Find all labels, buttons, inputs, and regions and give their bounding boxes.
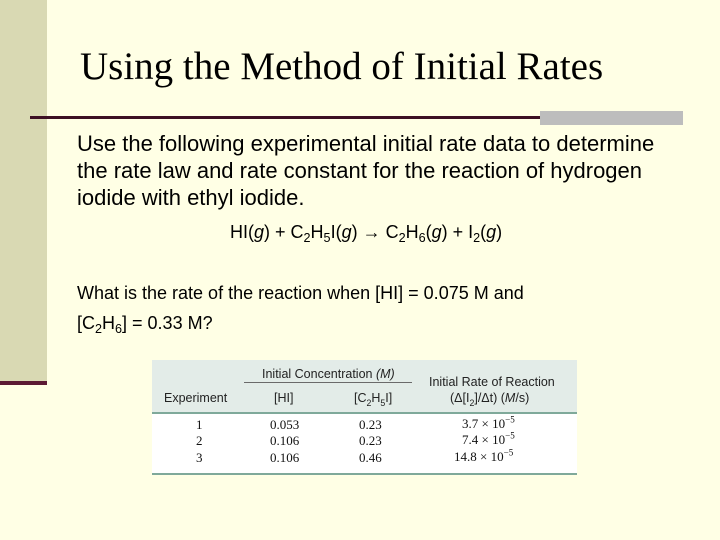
- table-cell-rate: 14.8 × 10−5: [454, 447, 514, 464]
- header-hi: [HI]: [274, 391, 294, 405]
- header-initial-rate-unit: (Δ[I2]/Δt) (M/s): [450, 391, 530, 408]
- table-cell-c2h5i: 0.23: [359, 433, 382, 448]
- table-cell-experiment: 3: [196, 450, 203, 465]
- table-cell-hi: 0.106: [270, 433, 300, 448]
- initial-rate-table: Initial Concentration (M) Initial Rate o…: [152, 360, 577, 475]
- table-cell-rate: 3.7 × 10−5: [462, 414, 515, 431]
- group-header-concentration: Initial Concentration (M): [262, 367, 395, 381]
- table-cell-c2h5i: 0.46: [359, 450, 382, 465]
- header-initial-rate: Initial Rate of Reaction: [429, 375, 555, 389]
- table-cell-experiment: 2: [196, 433, 203, 448]
- table-cell-experiment: 1: [196, 417, 203, 432]
- header-experiment: Experiment: [164, 391, 228, 405]
- group-header-rule: [244, 382, 412, 383]
- reaction-equation: HI(g) + C2H5I(g) → C2H6(g) + I2(g): [230, 222, 503, 245]
- table-cell-hi: 0.106: [270, 450, 300, 465]
- table-header-rule: [152, 412, 577, 414]
- table-cell-c2h5i: 0.23: [359, 417, 382, 432]
- header-c2h5i: [C2H5I]: [354, 391, 393, 408]
- left-accent-bar: [0, 0, 47, 383]
- table-header-background: [152, 360, 577, 413]
- title-rule: [30, 116, 540, 119]
- slide-title: Using the Method of Initial Rates: [80, 45, 604, 88]
- table-cell-hi: 0.053: [270, 417, 300, 432]
- left-accent-bar-edge: [0, 381, 47, 385]
- title-rule-accent: [540, 111, 683, 125]
- table-bottom-rule: [152, 473, 577, 475]
- table-cell-rate: 7.4 × 10−5: [462, 430, 515, 447]
- question-text: What is the rate of the reaction when [H…: [77, 283, 524, 336]
- slide-body-text: Use the following experimental initial r…: [77, 131, 655, 210]
